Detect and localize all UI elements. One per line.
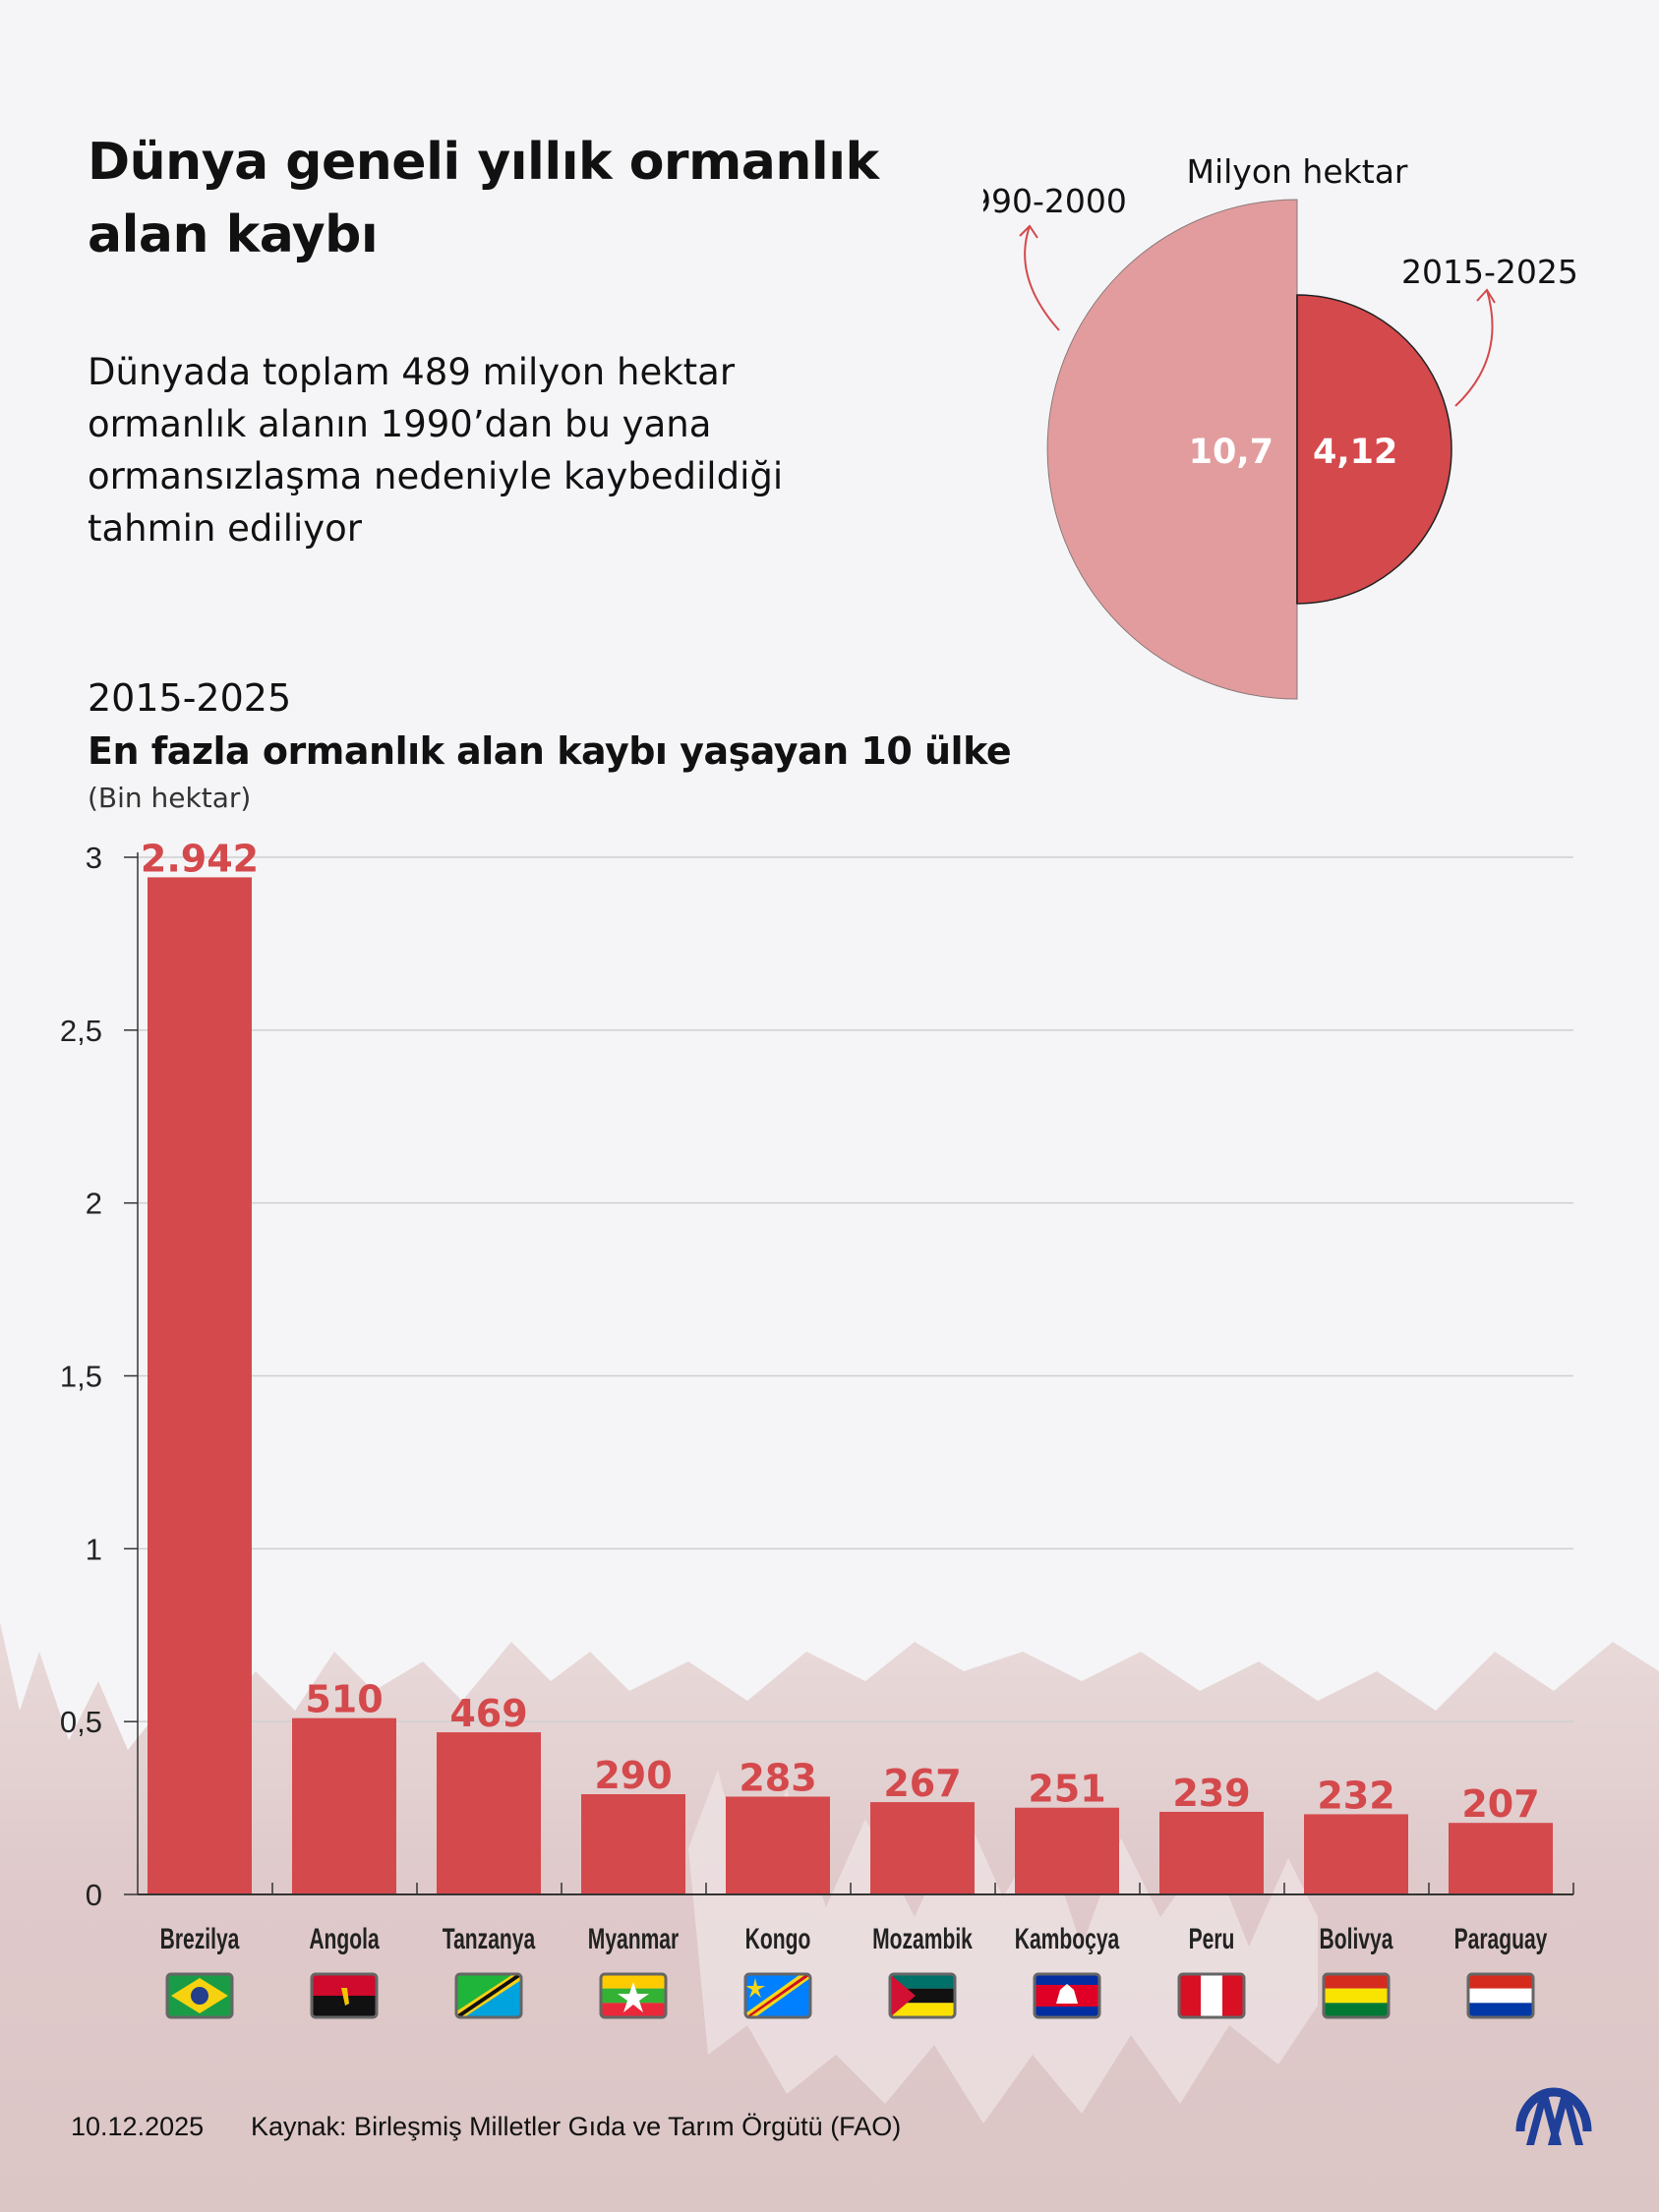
description-text: Dünyada toplam 489 milyon hektar ormanlı… <box>88 351 784 550</box>
chart-period: 2015-2025 <box>88 676 292 720</box>
brazil-flag-icon <box>165 1972 234 2019</box>
y-tick-label: 2 <box>86 1187 102 1221</box>
footer-source: Kaynak: Birleşmiş Milletler Gıda ve Tarı… <box>251 2112 902 2141</box>
country-label: Kamboçya <box>1015 1924 1120 1955</box>
country-label: Tanzanya <box>443 1924 536 1955</box>
tanzania-flag-icon <box>454 1972 523 2019</box>
country-label: Angola <box>309 1924 380 1955</box>
country-label: Paraguay <box>1454 1924 1548 1955</box>
right-half-disc <box>1296 294 1452 605</box>
angola-flag-icon <box>310 1972 379 2019</box>
bar-angola <box>292 1717 396 1894</box>
data-label: 207 <box>1461 1782 1539 1826</box>
country-label: Mozambik <box>872 1924 973 1955</box>
bolivia-flag-icon <box>1322 1972 1391 2019</box>
bar-tanzanya <box>437 1732 541 1894</box>
myanmar-flag-icon <box>599 1972 668 2019</box>
left-half-disc <box>1046 199 1298 700</box>
unit-label: Milyon hektar <box>1187 152 1408 191</box>
aa-logo <box>1515 2087 1592 2145</box>
bar-paraguay <box>1449 1823 1553 1894</box>
page-title: Dünya geneli yıllık ormanlık alan kaybı <box>88 133 879 264</box>
country-label: Kongo <box>745 1924 811 1955</box>
data-label: 510 <box>305 1678 383 1721</box>
data-label: 2.942 <box>141 837 259 880</box>
y-tick-label: 1 <box>86 1532 102 1566</box>
y-tick-label: 0,5 <box>60 1705 102 1739</box>
bar-mozambik <box>870 1802 975 1894</box>
cambodia-flag-icon <box>1033 1972 1101 2019</box>
left-arrow-icon <box>1019 224 1060 331</box>
peru-flag-icon <box>1177 1972 1246 2019</box>
left-period-label: 1990-2000 <box>983 182 1127 220</box>
right-arrow-icon <box>1454 288 1496 407</box>
data-label: 239 <box>1172 1772 1250 1815</box>
right-value: 4,12 <box>1313 433 1397 472</box>
paraguay-flag-icon <box>1466 1972 1535 2019</box>
left-value: 10,7 <box>1189 433 1274 472</box>
y-tick-label: 3 <box>86 841 102 875</box>
bar-peru <box>1159 1811 1264 1894</box>
bar-kongo <box>726 1796 830 1894</box>
forest-silhouette-background <box>0 1622 1659 2212</box>
bar-myanmar <box>581 1794 685 1894</box>
bar-brezilya <box>148 877 252 1894</box>
chart-unit: (Bin hektar) <box>88 782 252 814</box>
dr-congo-flag-icon <box>743 1972 812 2019</box>
data-label: 469 <box>449 1692 527 1735</box>
right-period-label: 2015-2025 <box>1401 253 1578 291</box>
country-label: Peru <box>1189 1924 1235 1955</box>
data-label: 290 <box>594 1754 672 1797</box>
bar-kamboçya <box>1015 1807 1119 1894</box>
mozambique-flag-icon <box>888 1972 957 2019</box>
data-label: 251 <box>1028 1768 1105 1811</box>
country-label: Brezilya <box>160 1924 240 1955</box>
bar-bolivya <box>1304 1814 1408 1894</box>
chart-title: En fazla ormanlık alan kaybı yaşayan 10 … <box>88 729 1012 773</box>
data-label: 267 <box>883 1762 961 1805</box>
data-label: 283 <box>739 1756 816 1799</box>
y-tick-label: 0 <box>86 1878 102 1912</box>
bar-chart: 0 0,5 1 1,5 2 2,5 3 2.942 Brezilya 510 Angola 469 Ta… <box>60 837 1574 2019</box>
data-label: 232 <box>1317 1774 1394 1817</box>
y-tick-label: 2,5 <box>60 1014 102 1048</box>
country-label: Myanmar <box>588 1924 679 1955</box>
footer-date: 10.12.2025 <box>71 2112 205 2141</box>
country-label: Bolivya <box>1320 1924 1393 1955</box>
y-tick-label: 1,5 <box>60 1360 102 1394</box>
